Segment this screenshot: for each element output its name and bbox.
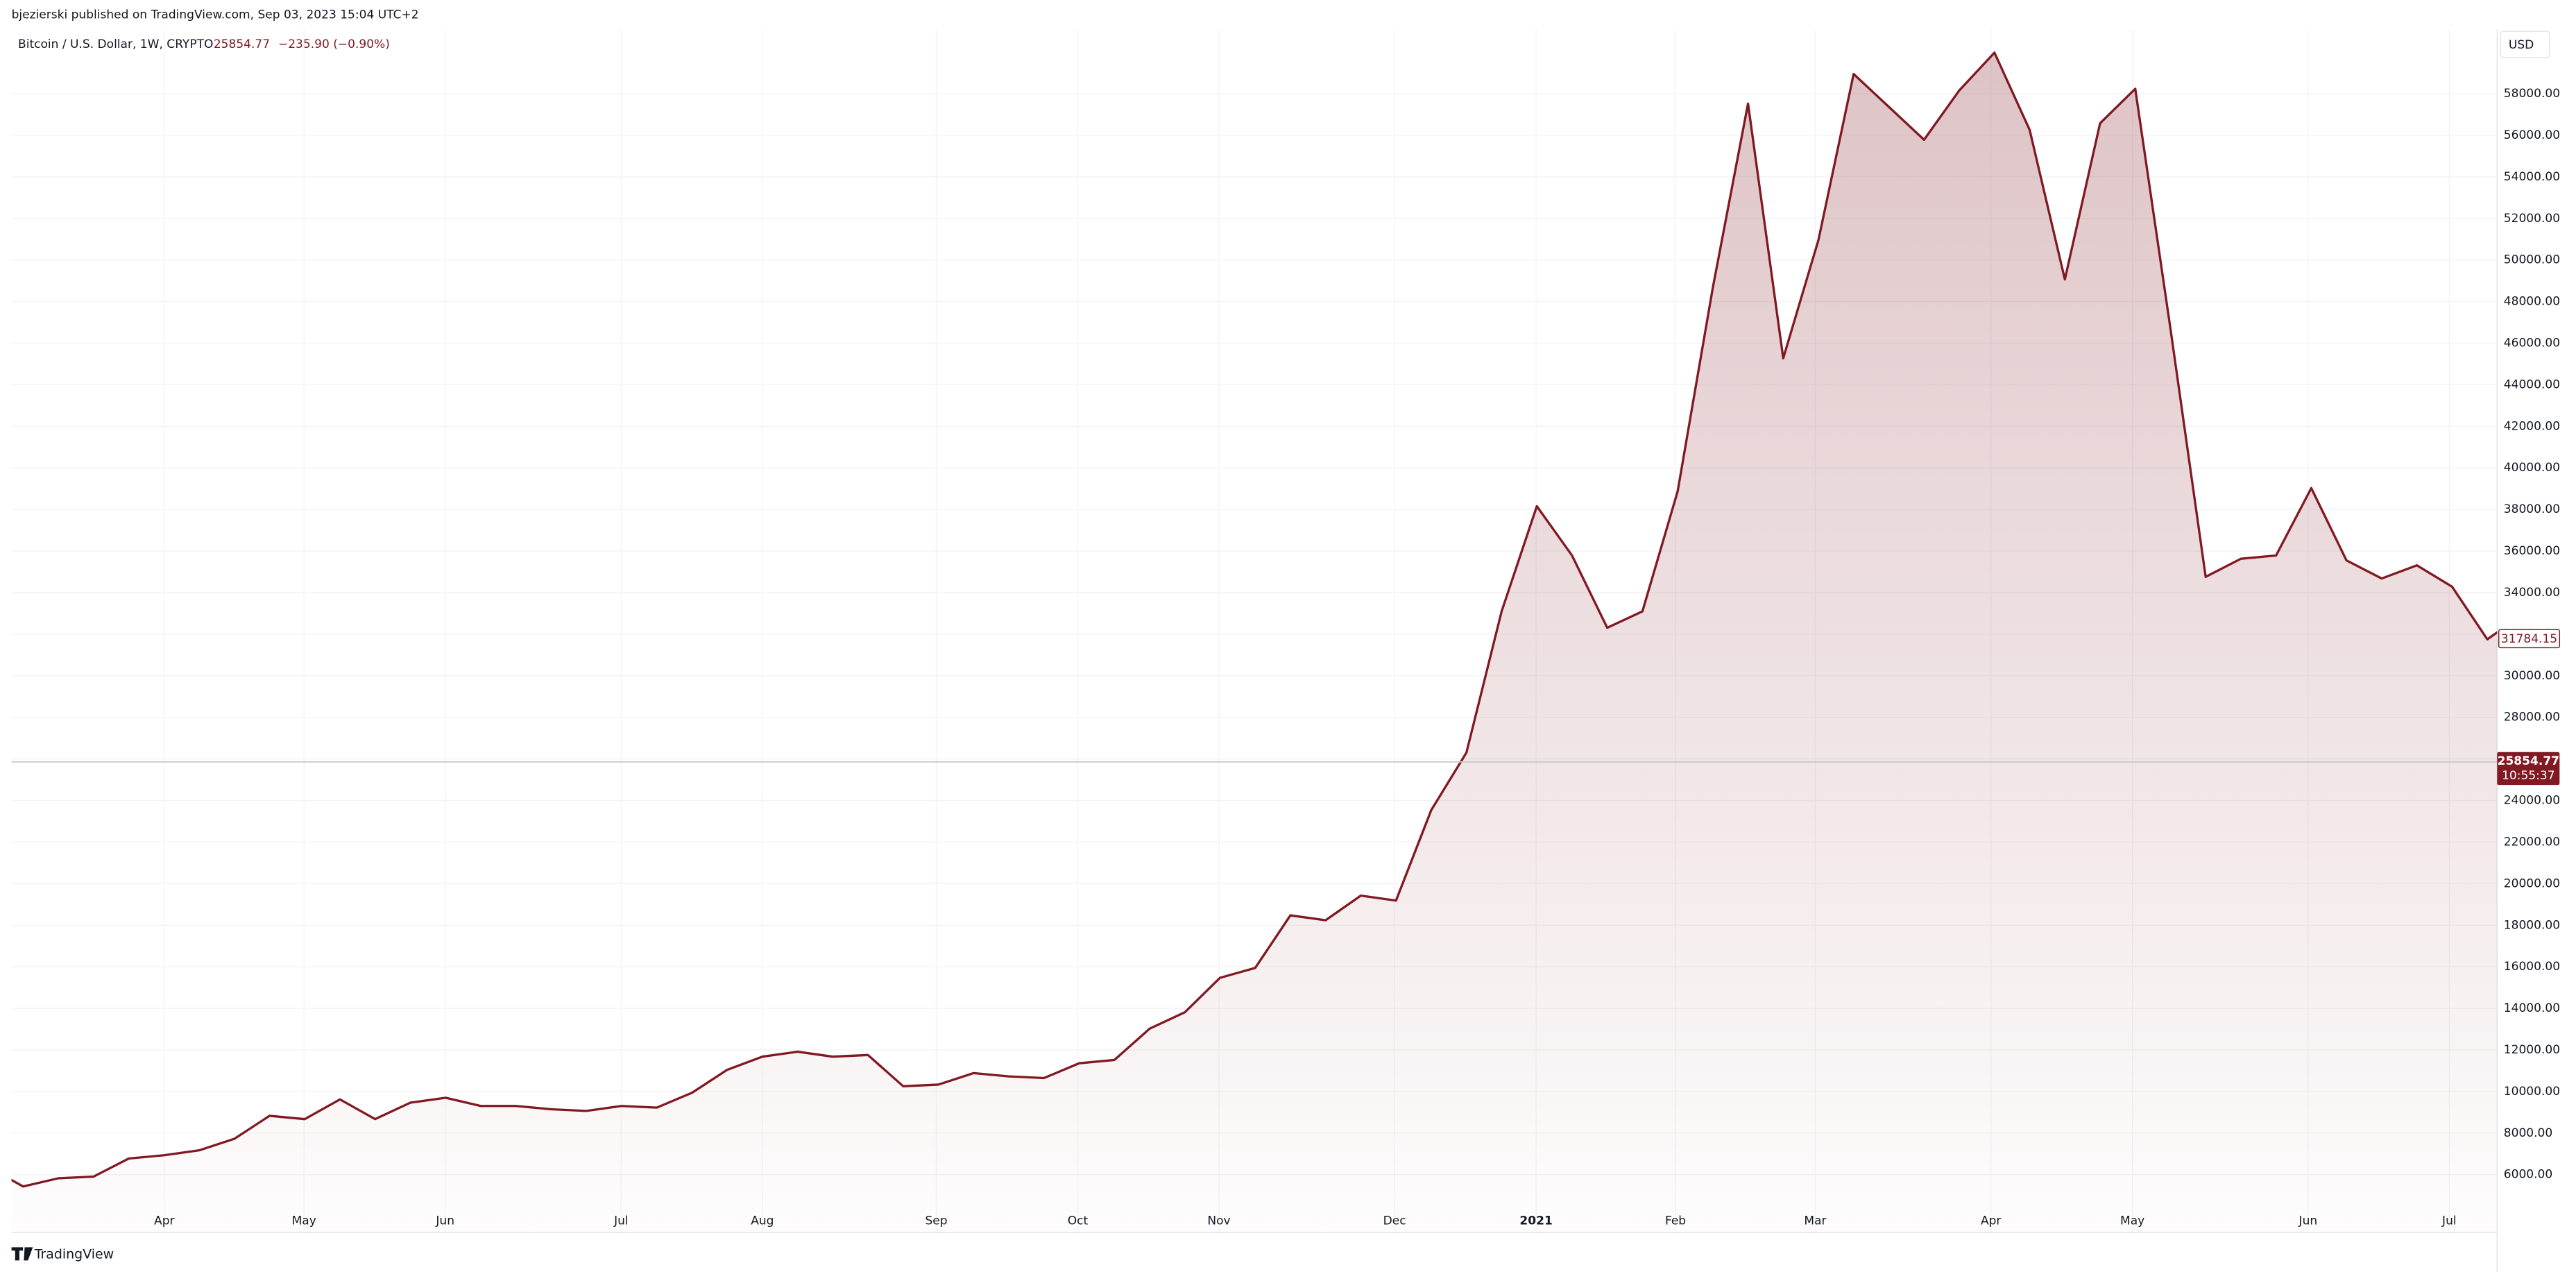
logo [11,1247,33,1261]
footer: TradingView [34,1247,114,1262]
currency-box[interactable] [2500,31,2550,58]
y-tick-label: 24000.00 [2504,794,2560,808]
countdown-label: 10:55:37 [2502,769,2554,783]
y-tick-label: 28000.00 [2504,711,2560,724]
y-tick-label: 56000.00 [2504,128,2560,142]
y-tick-label: 8000.00 [2504,1126,2552,1140]
y-tick-label: 22000.00 [2504,835,2560,849]
y-tick-label: 16000.00 [2504,960,2560,974]
last-price-tag [2497,752,2560,786]
y-tick-label: 40000.00 [2504,461,2560,475]
currency[interactable]: USD [2509,38,2534,52]
y-tick-label: 34000.00 [2504,586,2560,600]
y-tick-label: 18000.00 [2504,918,2560,932]
y-tick-label: 38000.00 [2504,502,2560,516]
marker-price-tag [2498,629,2561,649]
marker-price-label: 31784.15 [2501,632,2557,646]
y-tick-label: 20000.00 [2504,876,2560,890]
chart-title: Bitcoin / U.S. Dollar, 1W, CRYPTO [18,37,213,51]
y-tick-label: 30000.00 [2504,669,2560,683]
y-tick-label: 44000.00 [2504,378,2560,391]
y-tick-label: 36000.00 [2504,544,2560,558]
y-tick-label: 52000.00 [2504,212,2560,226]
header-price: 25854.77 [214,37,270,51]
y-tick-label: 48000.00 [2504,295,2560,309]
y-tick-label: 6000.00 [2504,1168,2552,1182]
y-tick-label: 12000.00 [2504,1043,2560,1057]
publisher-line: bjezierski published on TradingView.com,… [12,8,419,22]
y-tick-label: 58000.00 [2504,87,2560,101]
area-fill [11,52,2498,1233]
y-tick-label: 10000.00 [2504,1085,2560,1099]
price-line [11,51,2498,1188]
y-tick-label: 42000.00 [2504,419,2560,433]
y-tick-label: 54000.00 [2504,170,2560,184]
last-price-label: 25854.77 [2498,754,2559,768]
y-tick-label: 50000.00 [2504,253,2560,267]
plot [11,51,2498,1233]
header-change: −235.90 (−0.90%) [278,37,390,51]
y-tick-label: 14000.00 [2504,1001,2560,1015]
y-tick-label: 46000.00 [2504,337,2560,350]
